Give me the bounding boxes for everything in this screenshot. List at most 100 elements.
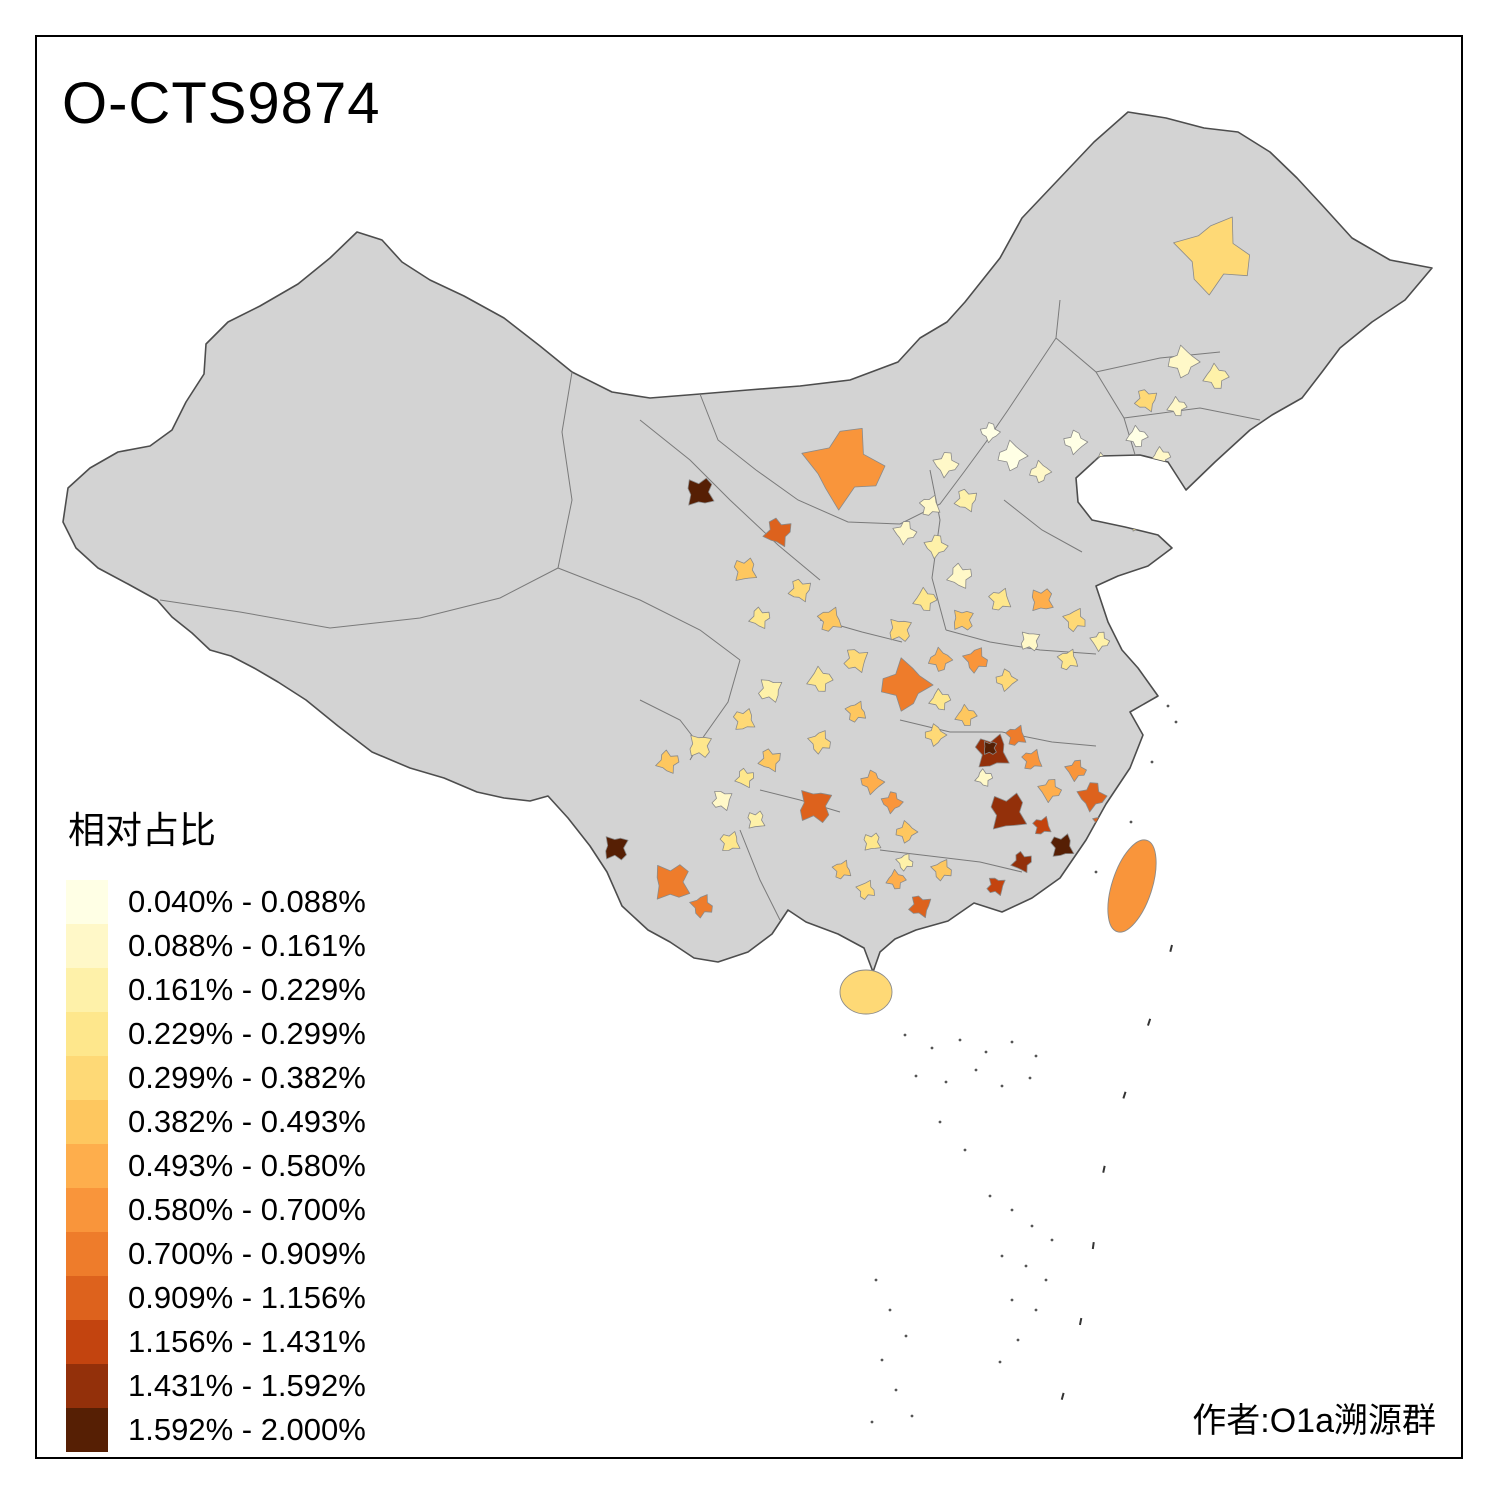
map-region	[711, 791, 733, 811]
map-region	[1029, 459, 1053, 484]
map-region	[986, 877, 1006, 896]
map-region	[928, 688, 952, 711]
island-dot	[944, 1080, 948, 1084]
island-dot	[1010, 1040, 1014, 1044]
legend-label: 0.299% - 0.382%	[128, 1060, 366, 1095]
legend-row: 0.580% - 0.700%	[66, 1188, 366, 1232]
island-dot	[1044, 1278, 1048, 1282]
map-region	[1064, 759, 1087, 782]
map-region	[1037, 779, 1062, 803]
legend-label: 0.909% - 1.156%	[128, 1280, 366, 1315]
map-region	[855, 879, 875, 900]
map-region	[881, 657, 934, 712]
map-region	[1089, 631, 1111, 652]
map-region	[1134, 389, 1158, 413]
map-region	[734, 767, 754, 789]
legend-swatch	[66, 1100, 108, 1144]
map-interior	[159, 216, 1261, 921]
map-region	[1202, 362, 1230, 389]
legend-label: 1.156% - 1.431%	[128, 1324, 366, 1359]
island-dot	[1010, 1208, 1014, 1212]
province-boundary	[159, 567, 559, 629]
map-region	[839, 969, 893, 1015]
island-dot	[1129, 820, 1133, 824]
map-region	[1125, 424, 1149, 448]
province-boundary	[1095, 351, 1221, 373]
island-dot	[1050, 1238, 1054, 1242]
island-dot	[903, 1033, 907, 1037]
map-region	[979, 422, 1001, 444]
map-region	[988, 587, 1012, 611]
page-title: O-CTS9874	[62, 71, 381, 136]
map-region	[930, 859, 952, 882]
map-region	[880, 791, 904, 815]
map-region	[908, 895, 932, 919]
map-region	[1021, 748, 1043, 770]
china-outline	[62, 111, 1433, 973]
map-region	[953, 488, 977, 513]
map-region	[807, 730, 831, 755]
legend-row: 0.700% - 0.909%	[66, 1232, 366, 1276]
legend-swatch	[66, 1012, 108, 1056]
map-region	[1056, 648, 1079, 671]
legend-swatch	[66, 1188, 108, 1232]
island-dot	[984, 1050, 988, 1054]
legend-row: 1.156% - 1.431%	[66, 1320, 366, 1364]
island-dot	[1094, 870, 1098, 874]
legend-label: 0.229% - 0.299%	[128, 1016, 366, 1051]
map-region	[1020, 631, 1041, 652]
map-region	[806, 665, 834, 692]
map-region	[860, 769, 886, 796]
legend-row: 0.040% - 0.088%	[66, 880, 366, 924]
map-region	[831, 859, 852, 880]
map-region	[863, 832, 882, 851]
map-region	[997, 439, 1029, 472]
map-region	[954, 703, 978, 726]
island-dot	[930, 1046, 934, 1050]
island-dot	[1010, 1298, 1014, 1302]
island-dot	[894, 1388, 898, 1392]
island-dot	[1024, 1264, 1028, 1268]
island-dot	[910, 1414, 914, 1418]
map-region	[800, 790, 833, 823]
legend-label: 0.700% - 0.909%	[128, 1236, 366, 1271]
map-region	[816, 606, 842, 632]
map-region	[1166, 396, 1188, 417]
island-dot	[963, 1148, 967, 1152]
map-region	[895, 853, 914, 872]
legend-row: 1.592% - 2.000%	[66, 1408, 366, 1452]
province-boundary	[1123, 407, 1261, 421]
legend-swatch	[66, 1276, 108, 1320]
map-region	[892, 521, 918, 546]
map-region	[1032, 815, 1052, 835]
map-region	[733, 557, 758, 581]
island-dot	[1166, 704, 1170, 708]
map-region	[912, 586, 938, 611]
island-dot	[904, 1334, 908, 1338]
legend-label: 0.382% - 0.493%	[128, 1104, 366, 1139]
map-region	[923, 534, 949, 560]
legend-swatch	[66, 1056, 108, 1100]
map-region	[946, 562, 972, 589]
legend-rows: 0.040% - 0.088% 0.088% - 0.161% 0.161% - 0…	[66, 880, 366, 1452]
map-region	[687, 477, 715, 506]
legend-label: 1.431% - 1.592%	[128, 1368, 366, 1403]
island-dot	[1000, 1084, 1004, 1088]
island-dot	[874, 1278, 878, 1282]
map-region	[844, 700, 866, 723]
island-dot	[914, 1074, 918, 1078]
legend-row: 0.493% - 0.580%	[66, 1144, 366, 1188]
island-dot	[1000, 1254, 1004, 1258]
province-boundary	[639, 419, 821, 581]
map-region	[689, 735, 712, 758]
legend-swatch	[66, 1144, 108, 1188]
map-region	[762, 517, 792, 548]
author-credit: 作者:O1a溯源群	[1192, 1402, 1436, 1440]
legend-row: 0.088% - 0.161%	[66, 924, 366, 968]
map-region	[1076, 782, 1108, 813]
province-boundary	[557, 567, 741, 661]
legend-row: 0.161% - 0.229%	[66, 968, 366, 1012]
legend-row: 0.382% - 0.493%	[66, 1100, 366, 1144]
legend-row: 0.229% - 0.299%	[66, 1012, 366, 1056]
